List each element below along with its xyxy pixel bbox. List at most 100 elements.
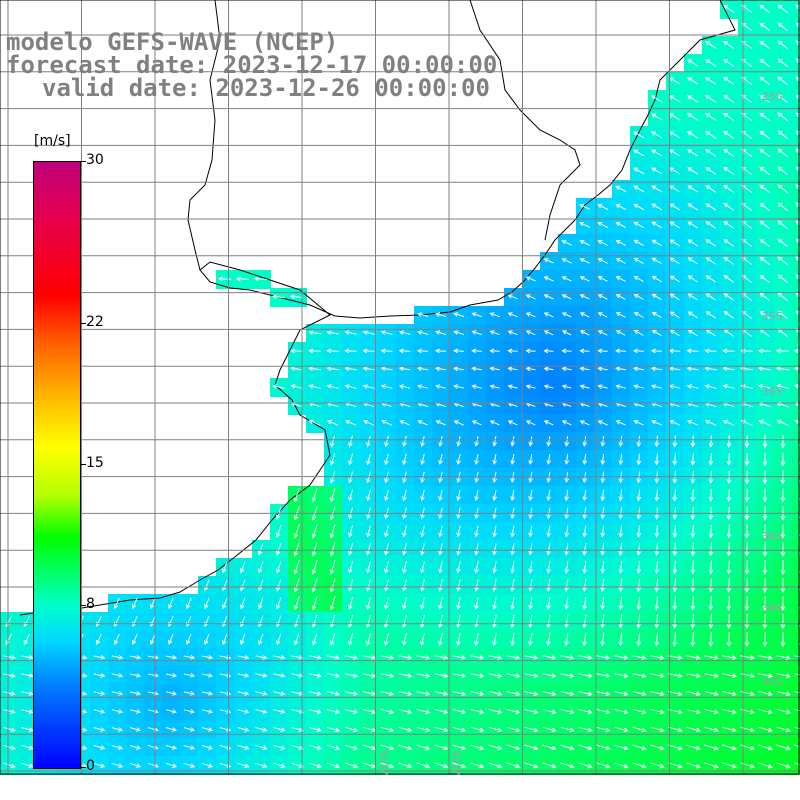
wind-arrow: [524, 691, 539, 697]
wind-arrow: [329, 633, 336, 646]
wind-arrow: [275, 597, 282, 610]
wind-arrow: [113, 597, 120, 610]
wind-cell: [324, 468, 343, 487]
wind-arrow: [704, 348, 717, 354]
wind-arrow: [438, 561, 443, 574]
wind-arrow: [564, 436, 570, 447]
wind-cell: [342, 630, 361, 649]
wind-arrow: [690, 560, 696, 575]
wind-arrow: [21, 655, 34, 660]
wind-arrow: [668, 744, 683, 751]
wind-arrow: [600, 489, 606, 502]
wind-cell: [792, 306, 800, 325]
wind-arrow: [739, 673, 756, 679]
wind-arrow: [705, 131, 717, 139]
wind-arrow: [633, 311, 644, 318]
wind-arrow: [416, 726, 431, 733]
wind-cell: [594, 432, 613, 451]
wind-arrow: [578, 673, 593, 678]
wind-arrow: [452, 744, 467, 751]
wind-arrow: [525, 330, 536, 336]
wind-cell: [666, 486, 685, 505]
wind-arrow: [669, 293, 680, 301]
wind-cell: [414, 558, 433, 577]
wind-arrow: [618, 435, 624, 448]
wind-arrow: [471, 420, 482, 426]
latitude-label: 39S: [762, 602, 783, 615]
wind-arrow: [723, 239, 734, 247]
wind-arrow: [308, 419, 321, 426]
wind-arrow: [561, 240, 572, 246]
wind-arrow: [398, 726, 413, 733]
wind-arrow: [722, 366, 735, 371]
wind-arrow: [776, 419, 789, 426]
wind-arrow: [564, 454, 570, 465]
wind-arrow: [398, 762, 413, 769]
wind-arrow: [204, 633, 210, 645]
wind-cell: [360, 486, 379, 505]
wind-arrow: [686, 762, 701, 769]
wind-arrow: [510, 579, 515, 592]
wind-arrow: [705, 293, 716, 301]
wind-arrow: [528, 525, 533, 538]
wind-arrow: [579, 203, 591, 210]
wind-cell: [486, 522, 505, 541]
wind-arrow: [704, 366, 717, 371]
wind-cell: [540, 450, 559, 469]
wind-cell: [792, 252, 800, 271]
wind-cell: [540, 468, 559, 487]
wind-arrow: [651, 293, 662, 301]
wind-arrow: [344, 673, 359, 678]
wind-cell: [540, 594, 559, 613]
wind-arrow: [456, 543, 461, 556]
wind-arrow: [578, 655, 593, 660]
wind-arrow: [489, 420, 500, 426]
graticule: [0, 0, 800, 775]
wind-arrow: [111, 727, 124, 732]
wind-arrow: [633, 149, 645, 157]
wind-arrow: [474, 614, 479, 629]
wind-arrow: [686, 744, 701, 751]
wind-cell: [378, 468, 397, 487]
wind-arrow: [687, 203, 698, 211]
wind-cell: [702, 594, 721, 613]
wind-arrow: [708, 435, 714, 448]
wind-arrow: [775, 744, 792, 751]
wind-arrow: [744, 578, 750, 593]
wind-arrow: [546, 436, 552, 447]
wind-arrow: [311, 488, 318, 503]
wind-arrow: [435, 312, 447, 317]
wind-arrow: [708, 578, 714, 593]
wind-arrow: [582, 453, 588, 466]
wind-arrow: [780, 577, 786, 594]
wind-cell: [378, 558, 397, 577]
wind-arrow: [672, 524, 678, 539]
wind-arrow: [705, 221, 716, 229]
wind-arrow: [723, 112, 735, 121]
wind-arrow: [654, 632, 660, 647]
wind-arrow: [721, 690, 737, 697]
wind-arrow: [257, 579, 264, 592]
wind-cell: [756, 630, 775, 649]
wind-arrow: [366, 561, 372, 574]
wind-arrow: [560, 655, 575, 660]
wind-cell: [720, 558, 739, 577]
wind-arrow: [420, 525, 425, 538]
wind-cell: [396, 558, 415, 577]
wind-arrow: [777, 112, 789, 122]
wind-arrow: [757, 348, 772, 354]
wind-arrow: [93, 727, 106, 732]
wind-arrow: [402, 596, 407, 610]
wind-arrow: [380, 366, 393, 371]
wind-cell: [684, 432, 703, 451]
wind-arrow: [708, 524, 714, 539]
wind-arrow: [759, 40, 771, 50]
wind-cell: [450, 576, 469, 595]
wind-arrow: [347, 596, 354, 611]
wind-cell: [702, 450, 721, 469]
wind-arrow: [654, 435, 660, 448]
wind-cell: [378, 594, 397, 613]
wind-arrow: [420, 435, 425, 447]
wind-arrow: [546, 561, 551, 574]
